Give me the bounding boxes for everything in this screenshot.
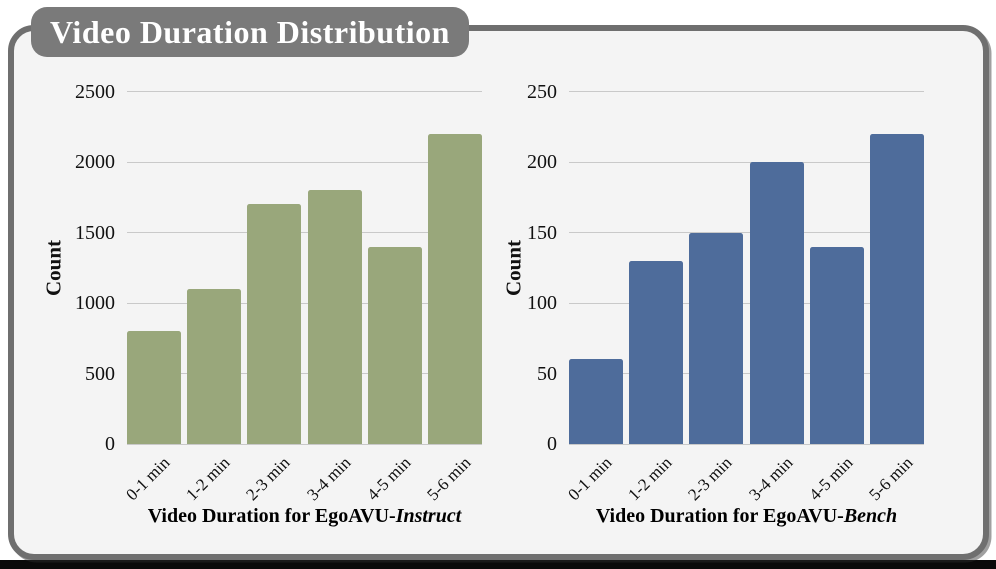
bar-5-6 min xyxy=(869,133,924,444)
bar-3-4 min xyxy=(307,190,362,444)
x-axis-title-text: Video Duration for EgoAVU- xyxy=(595,505,844,527)
bars-group xyxy=(127,92,482,444)
gridline xyxy=(127,443,482,445)
y-tick-label: 2500 xyxy=(75,80,115,103)
gridline xyxy=(569,373,924,374)
figure-title-badge: Video Duration Distribution xyxy=(31,7,469,57)
bar-5-6 min xyxy=(427,133,482,444)
y-tick-label: 0 xyxy=(547,433,557,455)
x-axis-title: Video Duration for EgoAVU-Instruct xyxy=(102,505,507,528)
bar-0-1 min xyxy=(569,359,623,444)
bar-4-5 min xyxy=(809,246,864,444)
gridline xyxy=(127,91,482,92)
bar-0-1 min xyxy=(127,331,181,444)
y-tick-label: 0 xyxy=(105,433,115,455)
y-tick-label: 1500 xyxy=(75,221,115,244)
y-axis-title: Count xyxy=(501,239,526,296)
y-tick-label: 2000 xyxy=(75,151,115,173)
x-axis-title-italic: Instruct xyxy=(395,505,462,527)
y-tick-label: 50 xyxy=(537,362,557,385)
gridline xyxy=(127,302,482,304)
gridline xyxy=(569,302,924,304)
y-tick-label: 150 xyxy=(527,221,557,244)
bar-2-3 min xyxy=(247,204,302,444)
bar-4-5 min xyxy=(367,246,422,444)
x-axis-title-text: Video Duration for EgoAVU- xyxy=(147,505,396,527)
y-tick-label: 250 xyxy=(527,80,557,103)
bar-1-2 min xyxy=(629,260,684,444)
x-axis-title: Video Duration for EgoAVU-Bench xyxy=(544,505,949,528)
y-tick-label: 500 xyxy=(85,362,115,385)
gridline xyxy=(569,443,924,445)
bar-3-4 min xyxy=(749,162,804,444)
bar-1-2 min xyxy=(187,288,242,444)
gridline xyxy=(127,161,482,163)
bars-group xyxy=(569,92,924,444)
gridline xyxy=(569,91,924,92)
figure-title: Video Duration Distribution xyxy=(50,13,450,50)
x-axis-title-italic: Bench xyxy=(843,505,898,527)
gridline xyxy=(569,232,924,233)
y-tick-label: 100 xyxy=(527,292,557,314)
gridline xyxy=(569,161,924,163)
gridline xyxy=(127,232,482,233)
y-tick-label: 1000 xyxy=(75,292,115,314)
gridline xyxy=(127,373,482,374)
bar-2-3 min xyxy=(689,232,744,444)
panel-frame xyxy=(8,25,989,560)
bottom-divider xyxy=(0,560,996,569)
y-tick-label: 200 xyxy=(527,151,557,173)
